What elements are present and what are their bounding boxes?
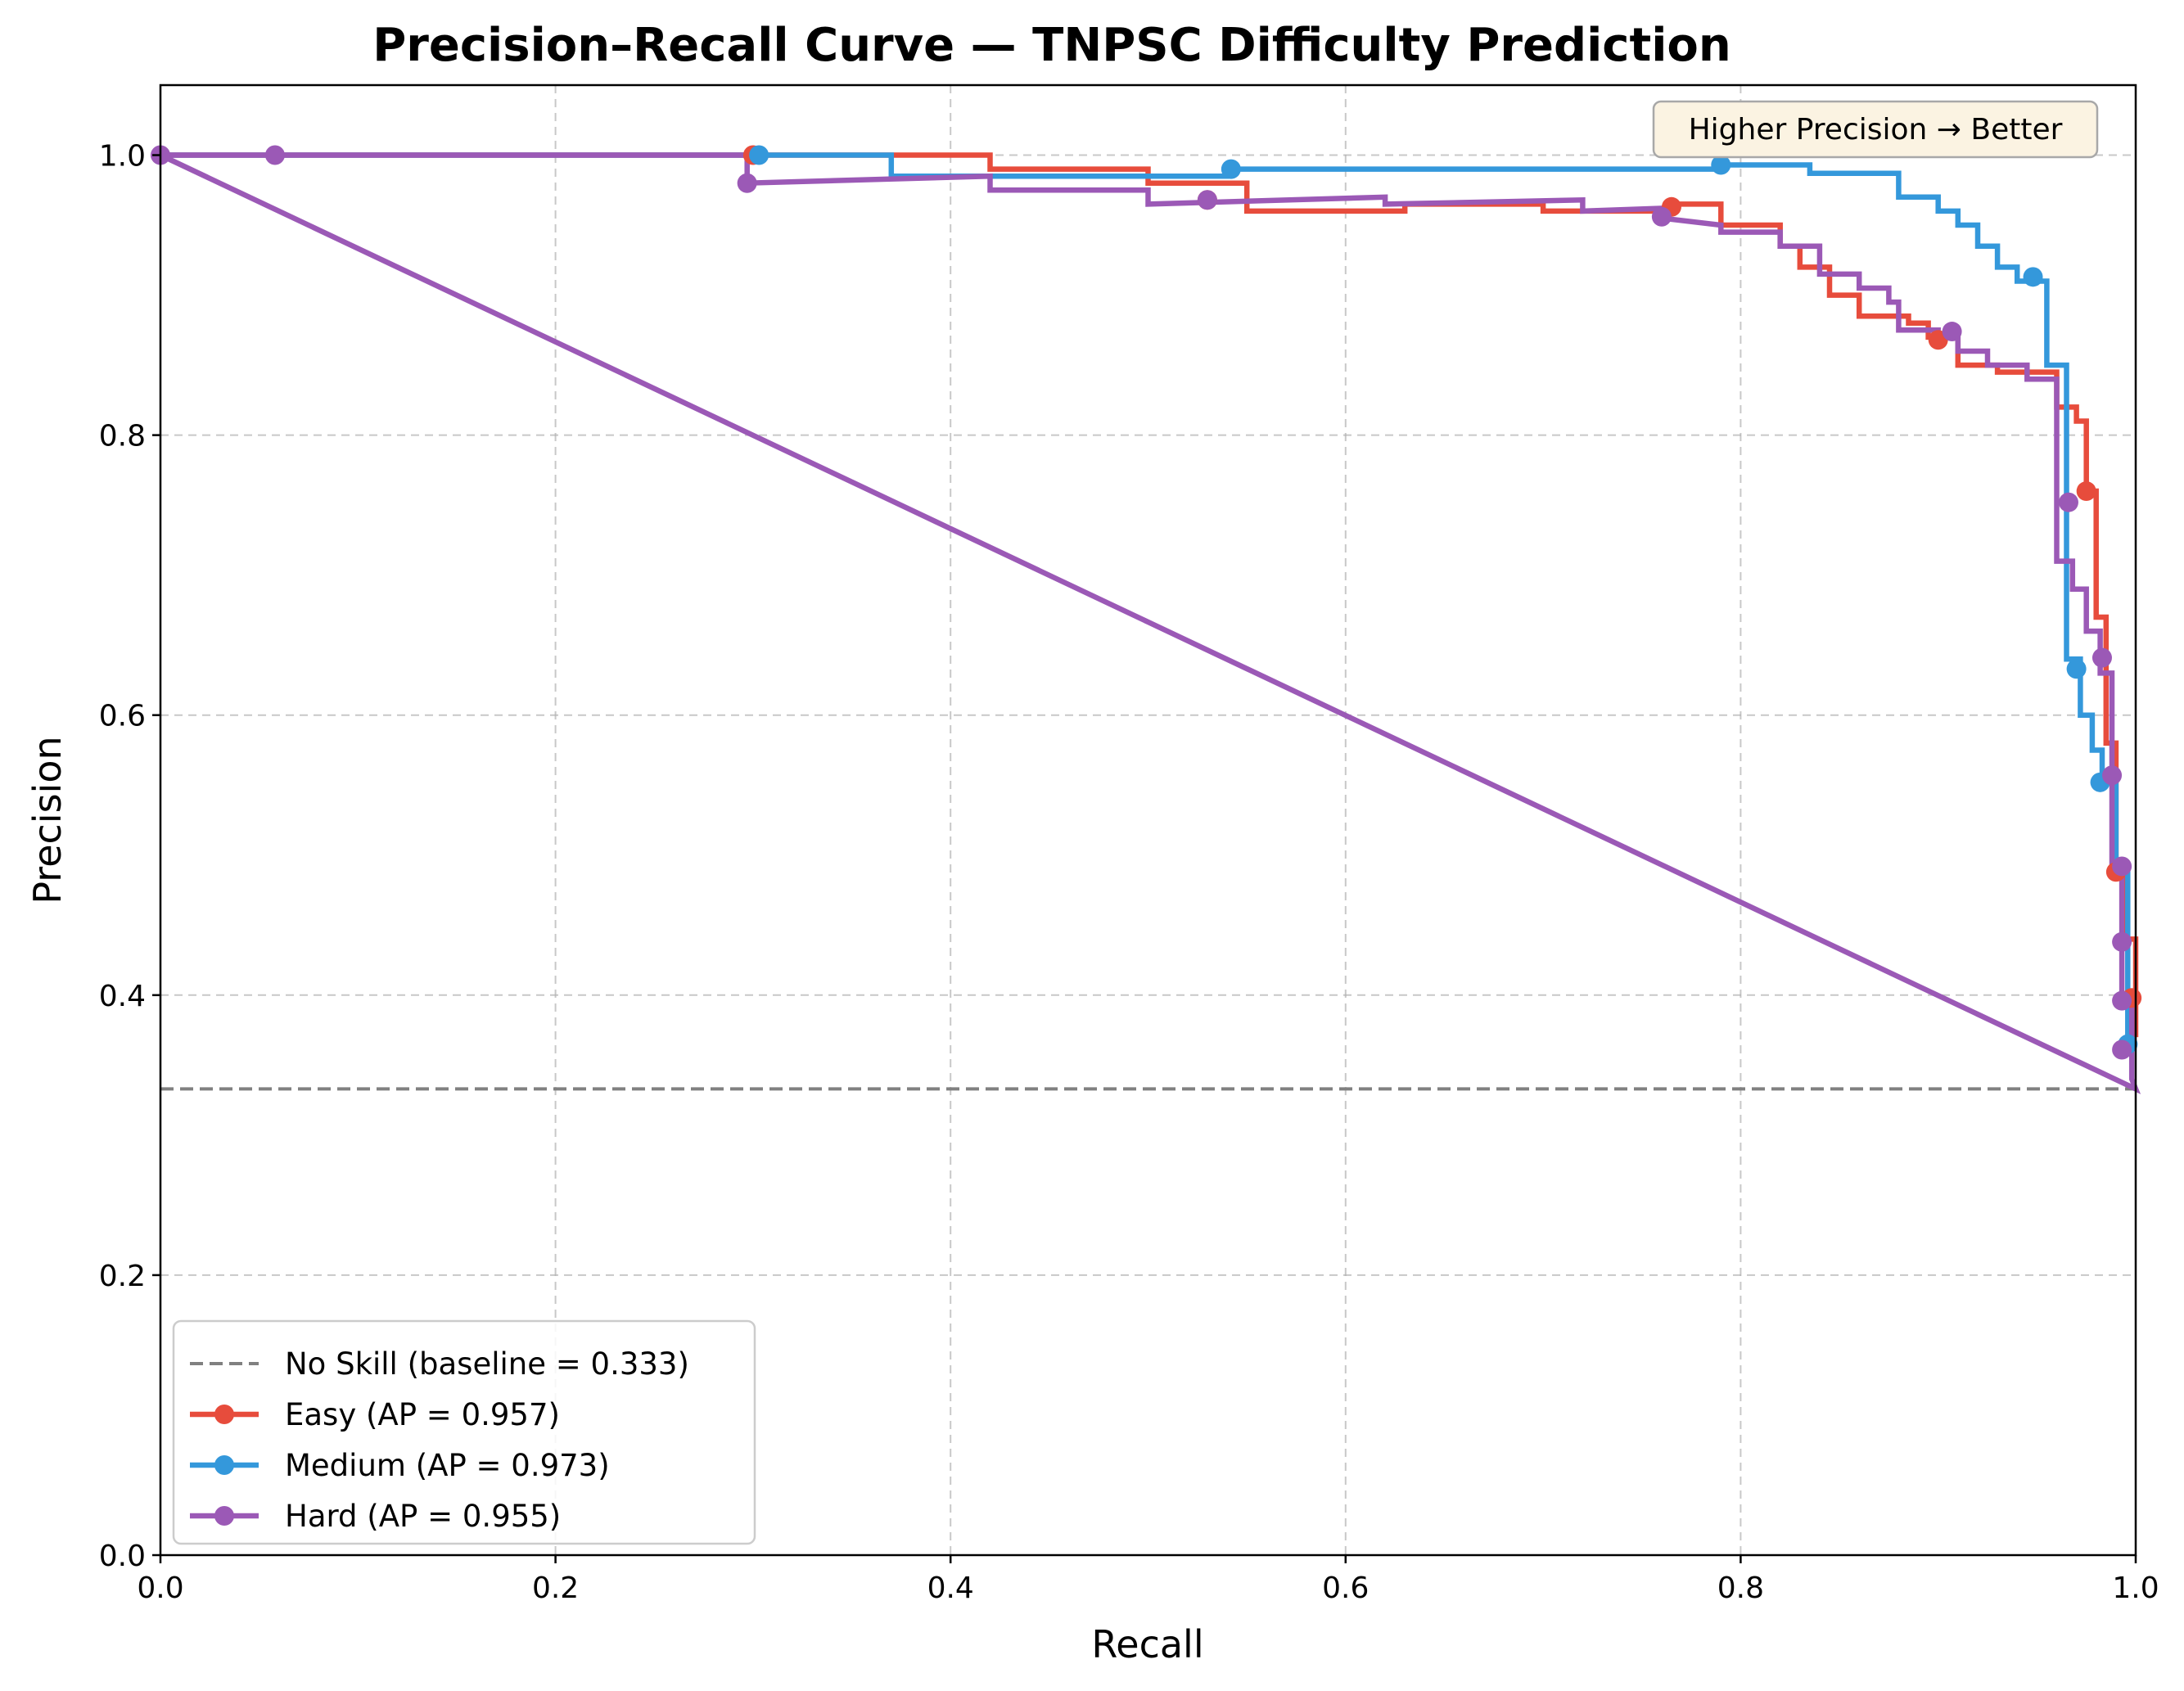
series-point-2 — [2112, 931, 2132, 952]
legend-label: Easy (AP = 0.957) — [285, 1397, 560, 1432]
y-tick-label: 0.6 — [99, 700, 146, 733]
series-point-1 — [1711, 155, 1731, 175]
series-point-0 — [2076, 481, 2096, 502]
legend-marker-2 — [214, 1506, 234, 1526]
series-point-2 — [1197, 190, 1217, 210]
x-tick-label: 0.4 — [927, 1572, 974, 1605]
axes-frame — [159, 83, 2137, 1557]
legend-label: No Skill (baseline = 0.333) — [285, 1346, 689, 1382]
axis-ticks: 0.0 0.2 0.4 0.6 0.8 1.0 0.0 0.2 0.4 0.6 0.8 1.0 — [99, 140, 2159, 1605]
annotation-box: Higher Precision → Better — [1652, 100, 2099, 159]
legend-label: Medium (AP = 0.973) — [285, 1448, 610, 1483]
x-axis-label: Recall — [1091, 1622, 1203, 1666]
series-line-0 — [160, 152, 2139, 1038]
x-tick-label: 0.0 — [137, 1572, 183, 1605]
x-tick-label: 0.8 — [1717, 1572, 1764, 1605]
legend: No Skill (baseline = 0.333) Easy (AP = 0.… — [172, 1319, 756, 1545]
plot-area — [151, 145, 2142, 1094]
series-point-2 — [2112, 990, 2132, 1011]
series-point-2 — [264, 145, 285, 165]
legend-marker-0 — [214, 1405, 234, 1424]
legend-label: Hard (AP = 0.955) — [285, 1499, 561, 1534]
y-tick-label: 0.0 — [99, 1540, 146, 1573]
x-tick-label: 0.2 — [532, 1572, 579, 1605]
series-line-2 — [159, 152, 2141, 1094]
chart-title: Precision–Recall Curve — TNPSC Difficult… — [372, 19, 1731, 72]
series-point-2 — [2058, 492, 2078, 512]
series-point-2 — [2112, 1039, 2132, 1060]
series-point-2 — [2112, 856, 2132, 877]
series-point-1 — [2023, 267, 2043, 287]
x-tick-label: 0.6 — [1322, 1572, 1369, 1605]
series-point-2 — [1942, 322, 1962, 342]
x-tick-label: 1.0 — [2112, 1572, 2159, 1605]
y-axis-label: Precision — [25, 736, 70, 904]
series-point-2 — [1651, 206, 1672, 227]
series-point-1 — [2066, 659, 2087, 679]
y-tick-label: 0.2 — [99, 1260, 146, 1293]
series-point-2 — [2091, 647, 2112, 668]
annotation-text: Higher Precision → Better — [1689, 113, 2063, 147]
series-point-1 — [1221, 159, 1241, 179]
y-tick-label: 1.0 — [99, 140, 146, 174]
legend-marker-1 — [214, 1455, 234, 1475]
series-point-2 — [2102, 765, 2123, 786]
series-point-2 — [737, 173, 757, 193]
series-point-1 — [749, 145, 769, 165]
y-tick-label: 0.4 — [99, 980, 146, 1013]
y-tick-label: 0.8 — [99, 420, 146, 453]
